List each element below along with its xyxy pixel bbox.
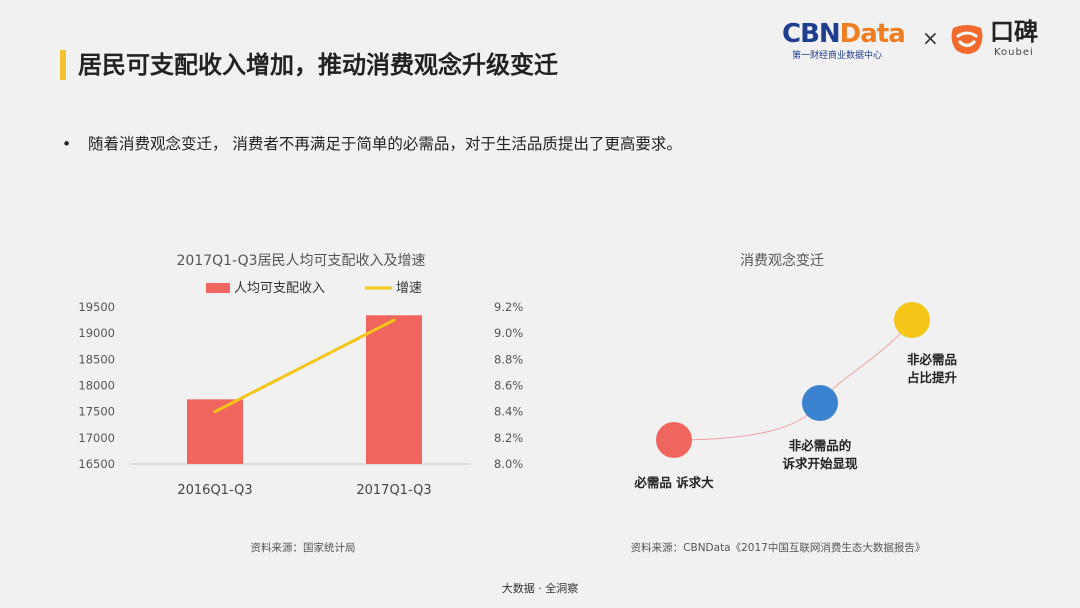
stage-2-label-line1: 非必需品的 <box>789 438 852 453</box>
right-axis-tick: 9.0% <box>494 326 523 340</box>
right-axis-tick: 8.6% <box>494 379 523 393</box>
right-axis-tick: 9.2% <box>494 300 523 314</box>
koubei-logo-subtext: Koubei <box>994 47 1034 58</box>
concept-diagram-source: 资料来源：CBNData《2017中国互联网消费生态大数据报告》 <box>631 541 926 554</box>
stage-1-label: 必需品 诉求大 <box>633 475 714 490</box>
right-axis-tick: 8.4% <box>494 405 523 419</box>
growth-line-segment <box>214 318 395 414</box>
right-axis-tick: 8.8% <box>494 352 523 366</box>
x-axis-categories: 2016Q1-Q3 2017Q1-Q3 <box>177 483 431 498</box>
x-category-label: 2017Q1-Q3 <box>356 483 431 498</box>
concept-diagram-title: 消费观念变迁 <box>740 252 824 269</box>
logo-cross: × <box>922 26 939 50</box>
stage-3-label-line1: 非必需品 <box>907 352 957 367</box>
left-axis-tick: 18000 <box>78 379 115 393</box>
left-axis-tick: 16500 <box>78 457 115 471</box>
legend-label-income: 人均可支配收入 <box>234 281 325 296</box>
progress-curve <box>673 319 913 441</box>
legend-swatch-income <box>206 283 230 293</box>
page-title: 居民可支配收入增加，推动消费观念升级变迁 <box>78 51 558 79</box>
income-chart-source: 资料来源：国家统计局 <box>251 541 356 554</box>
x-category-label: 2016Q1-Q3 <box>177 483 252 498</box>
bullet-text: 随着消费观念变迁， 消费者不再满足于简单的必需品，对于生活品质提出了更高要求。 <box>88 135 682 153</box>
left-axis-tick: 19500 <box>78 300 115 314</box>
logo-area: CBNData 第一财经商业数据中心 × 口碑 Koubei <box>782 18 1062 62</box>
cbndata-logo-part1: CBN <box>782 19 841 49</box>
consumption-concept-diagram: 消费观念变迁 必需品 诉求大 非必需品的 诉求开始显现 非必需品 占比提升 资料… <box>631 252 958 554</box>
stage-3-label-line2: 占比提升 <box>907 370 958 385</box>
stage-3-circle <box>894 302 930 338</box>
left-axis-tick: 18500 <box>78 352 115 366</box>
koubei-smile-icon <box>951 25 983 54</box>
income-bar-1 <box>187 399 243 464</box>
growth-point-2 <box>392 318 396 322</box>
right-axis-tick: 8.0% <box>494 457 523 471</box>
income-chart-legend: 人均可支配收入 增速 <box>206 281 422 296</box>
right-axis-tick: 8.2% <box>494 431 523 445</box>
footer-tagline: 大数据 · 全洞察 <box>501 582 579 595</box>
income-bar-2 <box>366 315 422 464</box>
income-chart-title: 2017Q1-Q3居民人均可支配收入及增速 <box>176 253 425 269</box>
bullet-marker: • <box>62 135 72 153</box>
bullet-point: • 随着消费观念变迁， 消费者不再满足于简单的必需品，对于生活品质提出了更高要求。 <box>62 132 682 154</box>
growth-point-1 <box>213 410 217 414</box>
growth-line-series <box>213 318 396 414</box>
cbndata-logo-subtitle: 第一财经商业数据中心 <box>792 51 883 61</box>
left-axis-tick: 17500 <box>78 405 115 419</box>
stage-2-label-line2: 诉求开始显现 <box>782 456 858 471</box>
left-axis-ticks: 16500 17000 17500 18000 18500 19000 19500 <box>78 300 115 471</box>
cbndata-logo: CBNData <box>782 19 906 49</box>
right-axis-ticks: 8.0% 8.2% 8.4% 8.6% 8.8% 9.0% 9.2% <box>494 300 523 471</box>
left-axis-tick: 17000 <box>78 431 115 445</box>
stage-2-circle <box>802 385 838 421</box>
koubei-logo-text: 口碑 <box>990 18 1038 46</box>
legend-label-growth: 增速 <box>396 281 422 296</box>
title-accent-bar <box>60 50 66 80</box>
income-bars <box>187 315 422 464</box>
left-axis-tick: 19000 <box>78 326 115 340</box>
income-chart: 2017Q1-Q3居民人均可支配收入及增速 人均可支配收入 增速 16500 170… <box>78 253 523 554</box>
stage-1-circle <box>656 422 692 458</box>
cbndata-logo-part2: Data <box>839 19 906 49</box>
